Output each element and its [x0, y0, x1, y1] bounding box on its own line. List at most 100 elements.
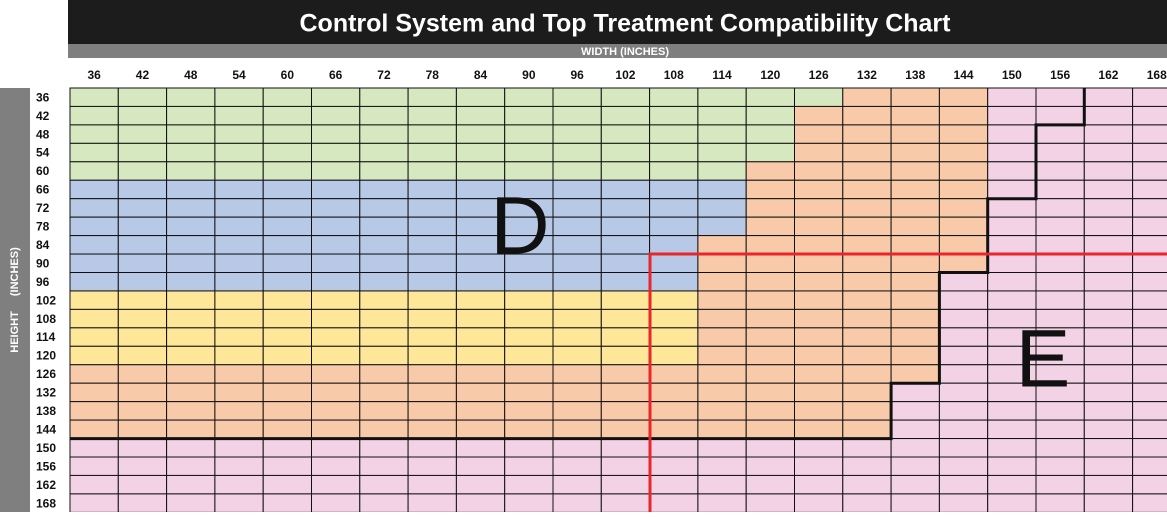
cell: [794, 216, 844, 237]
cell: [504, 87, 554, 107]
cell: [1132, 253, 1167, 274]
cell: [1132, 124, 1167, 144]
cell: [166, 327, 216, 347]
cell: [745, 438, 796, 458]
cell: [69, 474, 119, 495]
cell: [890, 474, 940, 495]
cell: [1132, 290, 1167, 310]
cell: [359, 216, 409, 237]
cell: [1035, 105, 1085, 126]
cell: [1035, 198, 1085, 218]
cell: [407, 493, 457, 513]
cell: [794, 474, 844, 495]
height-label: 84: [36, 238, 50, 252]
cell: [697, 327, 747, 347]
cell: [117, 198, 168, 218]
cell: [697, 382, 747, 403]
cell: [938, 124, 989, 144]
width-label: 144: [954, 68, 974, 82]
cell: [311, 419, 361, 440]
cell: [938, 493, 989, 513]
cell: [311, 124, 361, 144]
cell: [697, 235, 747, 255]
cell: [890, 253, 940, 274]
cell: [407, 179, 457, 200]
cell: [1132, 401, 1167, 421]
cell: [407, 308, 457, 329]
cell: [552, 198, 602, 218]
cell: [117, 401, 168, 421]
cell: [649, 105, 699, 126]
cell: [745, 272, 796, 292]
cell: [1083, 198, 1134, 218]
cell: [69, 216, 119, 237]
cell: [455, 124, 506, 144]
cell: [1083, 364, 1134, 384]
cell: [890, 235, 940, 255]
cell: [842, 235, 892, 255]
cell: [262, 87, 313, 107]
cell: [166, 161, 216, 181]
cell: [455, 456, 506, 476]
cell: [794, 419, 844, 440]
width-label: 102: [615, 68, 635, 82]
cell: [552, 345, 602, 366]
cell: [117, 235, 168, 255]
cell: [262, 235, 313, 255]
cell: [311, 198, 361, 218]
cell: [1132, 382, 1167, 403]
cell: [1035, 290, 1085, 310]
cell: [890, 438, 940, 458]
width-label: 84: [474, 68, 488, 82]
cell: [600, 142, 651, 163]
cell: [552, 87, 602, 107]
cell: [214, 142, 264, 163]
cell: [311, 253, 361, 274]
cell: [794, 290, 844, 310]
cell: [69, 364, 119, 384]
cell: [69, 272, 119, 292]
cell: [117, 124, 168, 144]
cell: [842, 327, 892, 347]
cell: [938, 382, 989, 403]
cell: [649, 179, 699, 200]
cell: [938, 327, 989, 347]
cell: [166, 438, 216, 458]
cell: [745, 327, 796, 347]
cell: [262, 382, 313, 403]
cell: [407, 290, 457, 310]
cell: [890, 345, 940, 366]
y-axis-label: HEIGHT (INCHES): [9, 247, 21, 353]
cell: [1035, 438, 1085, 458]
height-label: 108: [36, 312, 56, 326]
cell: [1083, 253, 1134, 274]
cell: [1083, 493, 1134, 513]
cell: [890, 290, 940, 310]
cell: [262, 216, 313, 237]
cell: [262, 364, 313, 384]
cell: [504, 419, 554, 440]
cell: [359, 272, 409, 292]
cell: [987, 87, 1037, 107]
cell: [214, 87, 264, 107]
cell: [552, 474, 602, 495]
cell: [649, 382, 699, 403]
cell: [1035, 142, 1085, 163]
cell: [649, 161, 699, 181]
cell: [311, 290, 361, 310]
cell: [552, 179, 602, 200]
cell: [552, 253, 602, 274]
cell: [938, 87, 989, 107]
width-label: 36: [87, 68, 101, 82]
cell: [214, 124, 264, 144]
cell: [890, 364, 940, 384]
cell: [697, 124, 747, 144]
title: Control System and Top Treatment Compati…: [300, 10, 952, 38]
cell: [504, 345, 554, 366]
cell: [117, 87, 168, 107]
cell: [311, 382, 361, 403]
cell: [69, 308, 119, 329]
cell: [359, 345, 409, 366]
cell: [1083, 308, 1134, 329]
cell: [166, 179, 216, 200]
